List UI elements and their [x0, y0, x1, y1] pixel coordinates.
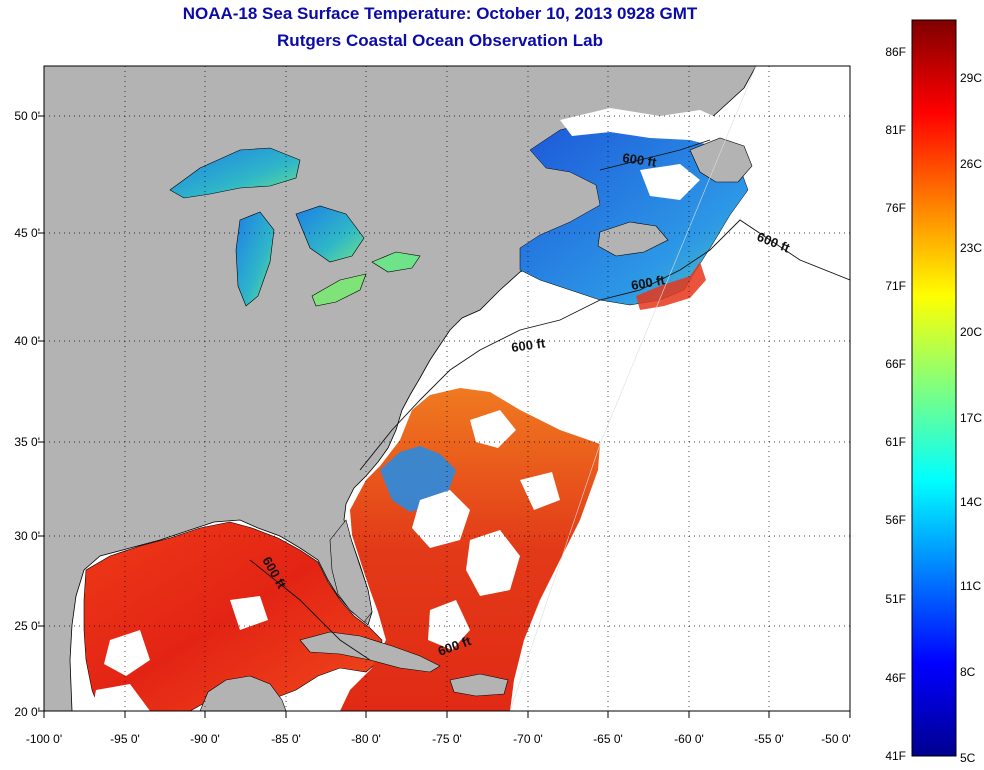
great-lakes [169, 147, 421, 307]
lat-tick-label: 30 0' [14, 529, 40, 543]
colorbar-f-label: 71F [885, 279, 906, 293]
lat-tick-label: 40 0' [14, 334, 40, 348]
colorbar-f-label: 66F [885, 357, 906, 371]
contour-label: 600 ft [630, 272, 667, 293]
colorbar-gradient [911, 19, 957, 757]
northeast-clouds [510, 108, 740, 330]
lat-tick-label: 35 0' [14, 435, 40, 449]
lon-tick-label: -65 0' [593, 732, 623, 746]
colorbar-celsius-labels: 29C 26C 23C 20C 17C 14C 11C 8C 5C [960, 71, 982, 765]
colorbar-f-label: 56F [885, 513, 906, 527]
newfoundland-land [689, 137, 753, 183]
swath-edge [509, 66, 757, 711]
colorbar: 86F 81F 76F 71F 66F 61F 56F 51F 46F 41F … [885, 19, 982, 765]
lon-tick-label: -50 0' [821, 732, 851, 746]
colorbar-c-label: 11C [960, 579, 981, 593]
lon-tick-label: -75 0' [432, 732, 462, 746]
colorbar-fahrenheit-labels: 86F 81F 76F 71F 66F 61F 56F 51F 46F 41F [885, 45, 906, 763]
lon-tick-label: -60 0' [674, 732, 704, 746]
lat-tick-label: 45 0' [14, 226, 40, 240]
lon-tick-label: -70 0' [513, 732, 543, 746]
colorbar-f-label: 81F [885, 123, 906, 137]
colorbar-c-label: 17C [960, 411, 982, 425]
lat-tick-label: 50 0' [14, 109, 40, 123]
colorbar-f-label: 41F [885, 749, 906, 763]
colorbar-f-label: 51F [885, 592, 906, 606]
contour-label: 600 ft [510, 335, 546, 355]
colorbar-c-label: 14C [960, 495, 982, 509]
colorbar-f-label: 86F [885, 45, 906, 59]
yucatan-land [199, 675, 287, 711]
lon-tick-label: -90 0' [190, 732, 220, 746]
nova-scotia-land [597, 221, 669, 257]
cloud-patches [92, 410, 560, 711]
lat-tick-label: 25 0' [14, 619, 40, 633]
colorbar-c-label: 8C [960, 665, 976, 679]
lat-tick-label: 20 0' [14, 705, 40, 719]
colorbar-f-label: 46F [885, 671, 906, 685]
map-area: 600 ft 600 ft 600 ft 600 ft 600 ft 600 f… [44, 66, 850, 711]
contour-label: 600 ft [622, 150, 658, 170]
hispaniola-land [449, 673, 509, 697]
colorbar-c-label: 23C [960, 241, 982, 255]
map-title: NOAA-18 Sea Surface Temperature: October… [182, 4, 698, 23]
longitude-axis: -100 0' -95 0' -90 0' -85 0' -80 0' -75 … [26, 732, 851, 746]
colorbar-c-label: 5C [960, 751, 976, 765]
lon-tick-label: -85 0' [271, 732, 301, 746]
colorbar-f-label: 61F [885, 435, 906, 449]
florida-land [329, 519, 373, 623]
lon-tick-label: -55 0' [754, 732, 784, 746]
axis-tick-marks [38, 115, 851, 718]
colorbar-c-label: 20C [960, 325, 982, 339]
map-subtitle: Rutgers Coastal Ocean Observation Lab [277, 31, 603, 50]
gulf-stream-band [636, 262, 706, 310]
colorbar-f-label: 76F [885, 201, 906, 215]
latitude-axis: 50 0' 45 0' 40 0' 35 0' 30 0' 25 0' 20 0… [14, 109, 40, 719]
colorbar-c-label: 26C [960, 157, 982, 171]
lon-tick-label: -95 0' [110, 732, 140, 746]
colorbar-c-label: 29C [960, 71, 982, 85]
lon-tick-label: -80 0' [351, 732, 381, 746]
cuba-land [299, 631, 441, 673]
lon-tick-label: -100 0' [26, 732, 62, 746]
